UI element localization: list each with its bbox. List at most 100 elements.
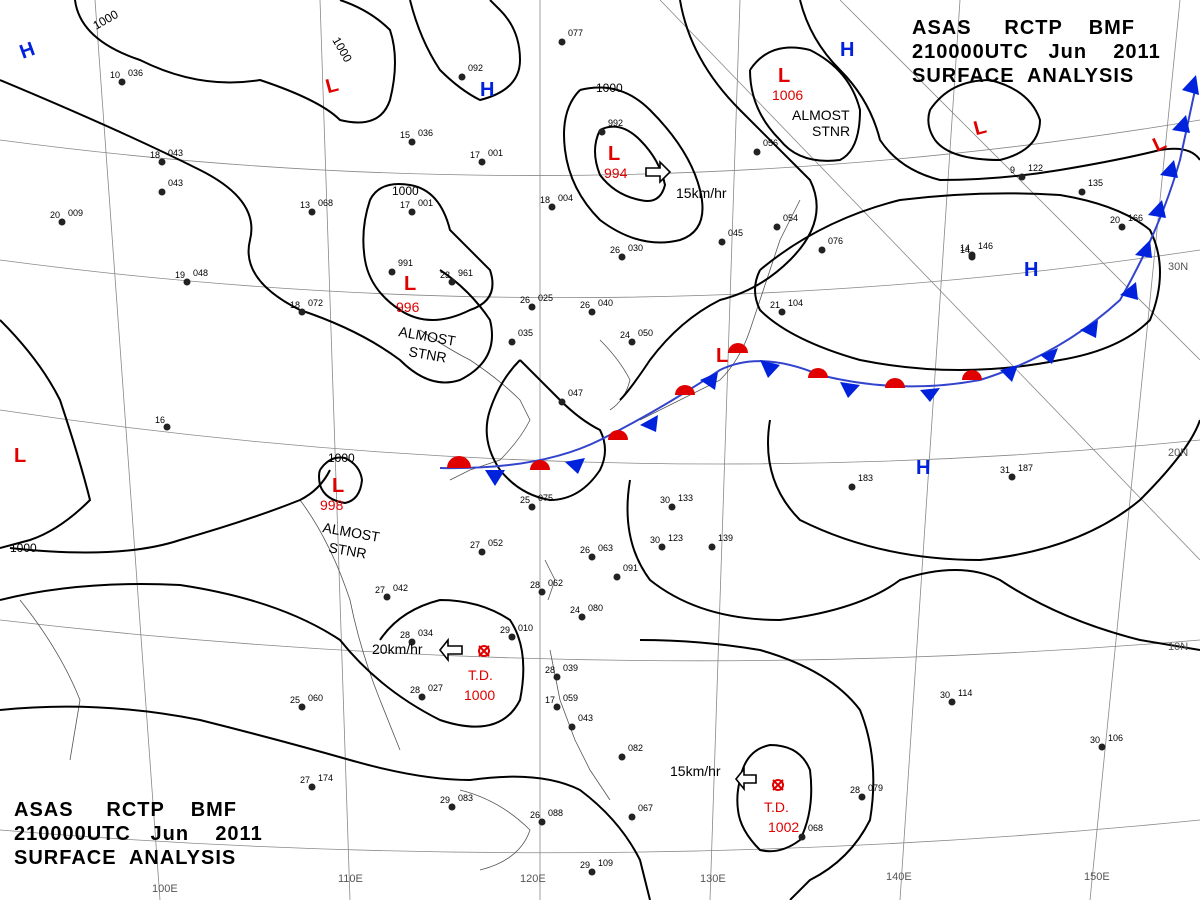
isobar-label-6: 1000 (10, 541, 37, 555)
low-7: L (14, 445, 26, 467)
station-marker (163, 423, 171, 431)
station-marker (528, 503, 536, 511)
station-marker (588, 308, 596, 316)
meridian-140e (899, 0, 961, 900)
station-marker (298, 703, 306, 711)
station-pressure: 166 (1128, 213, 1143, 223)
station-pressure: 050 (638, 328, 653, 338)
isobar-7 (749, 46, 862, 162)
station-temp: 23 (440, 270, 450, 280)
parallel-10n (0, 619, 1200, 662)
station-pressure: 001 (488, 148, 503, 158)
station-marker (538, 818, 546, 826)
station-marker (158, 158, 166, 166)
station-pressure: 082 (628, 743, 643, 753)
station-marker (628, 813, 636, 821)
station-pressure: 067 (638, 803, 653, 813)
station-temp: 28 (410, 685, 420, 695)
station-temp: 28 (545, 665, 555, 675)
station-temp: 25 (520, 495, 530, 505)
station-marker (1118, 223, 1126, 231)
station-temp: 30 (650, 535, 660, 545)
coast-japan (639, 199, 801, 421)
station-temp: 26 (530, 810, 540, 820)
station-marker (613, 573, 621, 581)
station-marker (548, 203, 556, 211)
station-pressure: 075 (538, 493, 553, 503)
station-temp: 29 (500, 625, 510, 635)
station-temp: 13 (300, 200, 310, 210)
station-temp: 30 (660, 495, 670, 505)
station-marker (553, 673, 561, 681)
isobar-10 (799, 0, 1200, 182)
station-marker (418, 693, 426, 701)
station-pressure: 133 (678, 493, 693, 503)
station-marker (588, 553, 596, 561)
station-temp: 30 (940, 690, 950, 700)
station-marker (388, 268, 396, 276)
station-marker (628, 338, 636, 346)
station-pressure: 991 (398, 258, 413, 268)
station-marker (588, 868, 596, 876)
td-1000-symbol (478, 645, 490, 657)
station-pressure: 961 (458, 268, 473, 278)
station-marker (718, 238, 726, 246)
station-pressure: 035 (518, 328, 533, 338)
station-pressure: 043 (578, 713, 593, 723)
station-temp: 17 (545, 695, 555, 705)
station-pressure: 068 (808, 823, 823, 833)
station-pressure: 030 (628, 243, 643, 253)
station-pressure: 062 (548, 578, 563, 588)
low-1: L (323, 74, 340, 98)
isobar-18 (0, 705, 651, 900)
station-temp: 17 (400, 200, 410, 210)
station-marker (1008, 473, 1016, 481)
station-pressure: 036 (128, 68, 143, 78)
station-pressure: 048 (193, 268, 208, 278)
isobar-5 (594, 125, 667, 202)
td-1002-pressure: 1002 (768, 819, 799, 835)
station-temp: 14 (960, 243, 970, 253)
station-temp: 21 (770, 300, 780, 310)
low-6-note-2: STNR (327, 539, 367, 561)
high-5: H (916, 457, 930, 479)
station-pressure: 040 (598, 298, 613, 308)
lon-label-110e: 110E (338, 873, 363, 885)
station-pressure: 004 (558, 193, 573, 203)
station-marker (448, 278, 456, 286)
coast-india (19, 599, 81, 761)
station-marker (408, 138, 416, 146)
td-1000-pressure: 1000 (464, 687, 495, 703)
station-pressure: 034 (418, 628, 433, 638)
station-marker (558, 398, 566, 406)
station-pressure: 001 (418, 198, 433, 208)
isobar-15 (0, 319, 92, 549)
arrow-td1002 (734, 766, 757, 792)
station-marker (58, 218, 66, 226)
station-marker (668, 503, 676, 511)
arrow-994 (645, 160, 672, 184)
station-pressure: 045 (728, 228, 743, 238)
station-pressure: 027 (428, 683, 443, 693)
low-3: L (778, 65, 790, 87)
station-pressure: 079 (868, 783, 883, 793)
station-marker (158, 188, 166, 196)
station-temp: 16 (155, 415, 165, 425)
station-pressure: 056 (763, 138, 778, 148)
low-8: L (716, 345, 728, 367)
station-pressure: 047 (568, 388, 583, 398)
isobar-6 (409, 0, 522, 102)
station-marker (1018, 173, 1026, 181)
station-temp: 27 (375, 585, 385, 595)
isobar-16 (9, 469, 331, 554)
title-bottom-line3: SURFACE ANALYSIS (14, 847, 237, 869)
station-marker (1098, 743, 1106, 751)
title-bottom-line2: 210000UTC Jun 2011 (14, 823, 263, 845)
station-pressure: 039 (563, 663, 578, 673)
lon-label-140e: 140E (886, 871, 912, 883)
isobar-label-5: 1000 (328, 451, 355, 465)
isobar-12 (767, 419, 1200, 562)
station-temp: 26 (520, 295, 530, 305)
lon-label-130e: 130E (700, 873, 726, 885)
